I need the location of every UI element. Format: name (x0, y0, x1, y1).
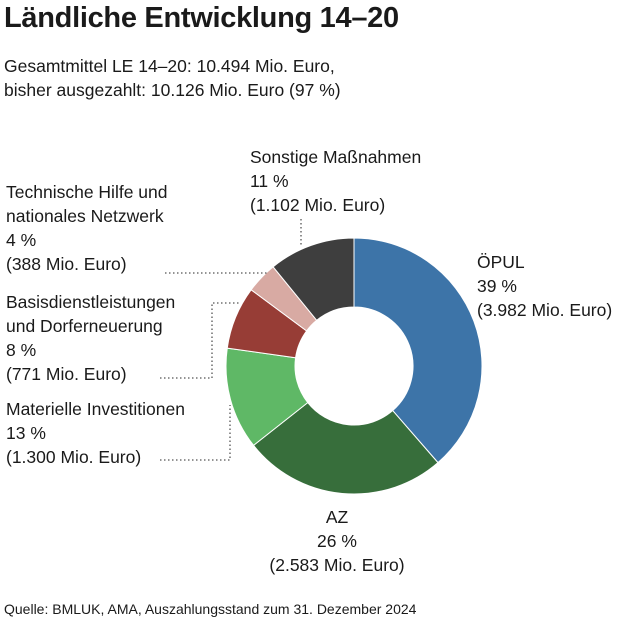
leader-line-basisdienstleistungen (160, 302, 240, 379)
slice-name-line-2: nationales Netzwerk (6, 206, 164, 226)
label-technische-hilfe: Technische Hilfe und nationales Netzwerk… (6, 180, 167, 276)
slice-name-line-1: Basisdienstleistungen (6, 292, 176, 312)
slice-value: (388 Mio. Euro) (6, 254, 127, 274)
slice-value: (2.583 Mio. Euro) (269, 555, 405, 575)
subtitle-line-1: Gesamtmittel LE 14–20: 10.494 Mio. Euro, (4, 56, 335, 76)
slice-percent: 39 % (477, 276, 517, 296)
subtitle-line-2: bisher ausgezahlt: 10.126 Mio. Euro (97 … (4, 80, 341, 100)
source-note: Quelle: BMLUK, AMA, Auszahlungsstand zum… (4, 601, 417, 617)
slice-value: (1.300 Mio. Euro) (6, 447, 142, 467)
label-az: AZ 26 % (2.583 Mio. Euro) (262, 505, 412, 577)
slice-name-line-2: und Dorferneuerung (6, 316, 163, 336)
slice-value: (3.982 Mio. Euro) (477, 300, 613, 320)
label-oepul: ÖPUL 39 % (3.982 Mio. Euro) (477, 250, 612, 322)
slice-name-line-1: Technische Hilfe und (6, 182, 168, 202)
slice-percent: 26 % (317, 531, 357, 551)
slice-percent: 4 % (6, 230, 37, 250)
slice-name: ÖPUL (477, 252, 525, 272)
slice-name: Materielle Investitionen (6, 399, 185, 419)
slice-percent: 11 % (250, 171, 289, 191)
donut-slice-sonstige-massnahmen (272, 237, 355, 321)
slice-name: AZ (325, 507, 349, 527)
label-sonstige-massnahmen: Sonstige Maßnahmen 11 % (1.102 Mio. Euro… (250, 145, 421, 217)
label-basisdienstleistungen: Basisdienstleistungen und Dorferneuerung… (6, 290, 175, 386)
donut-slice-az (252, 401, 439, 495)
donut-slice-oepul (353, 237, 483, 464)
slice-percent: 13 % (6, 423, 46, 443)
slice-name: Sonstige Maßnahmen (250, 147, 422, 167)
donut-slices (225, 237, 483, 495)
leader-lines (160, 219, 302, 461)
slice-percent: 8 % (6, 340, 37, 360)
slice-value: (771 Mio. Euro) (6, 364, 127, 384)
chart-title: Ländliche Entwicklung 14–20 (4, 2, 399, 34)
slice-value: (1.102 Mio. Euro) (250, 195, 386, 215)
label-materielle-investitionen: Materielle Investitionen 13 % (1.300 Mio… (6, 397, 185, 469)
